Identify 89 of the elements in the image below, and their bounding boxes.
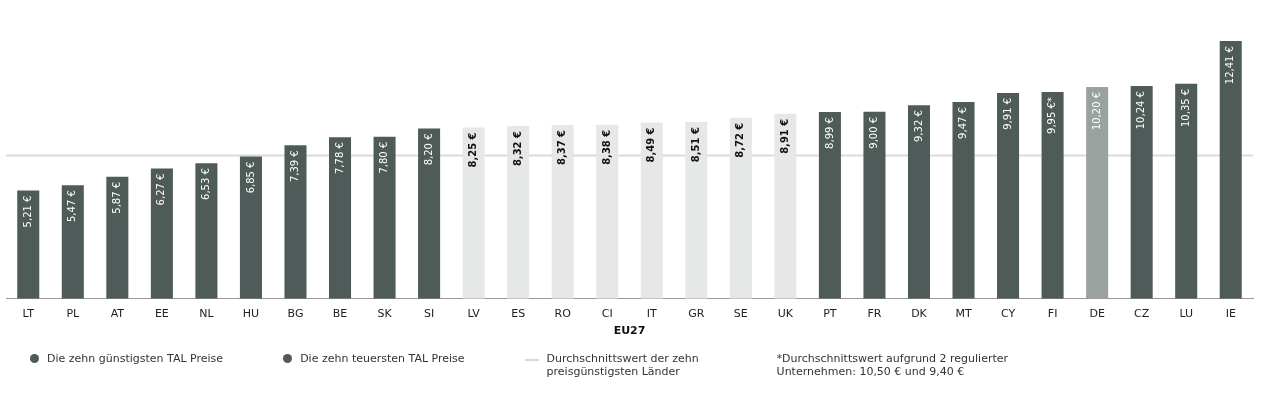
- bar: [239, 156, 262, 299]
- x-tick-label: GR: [688, 307, 705, 321]
- data-label: 8,25 €: [467, 132, 479, 168]
- bar: [284, 145, 307, 299]
- bar: [1041, 92, 1064, 299]
- x-tick-label: IE: [1225, 307, 1236, 321]
- x-tick-label: BG: [287, 307, 304, 321]
- data-label: 6,53 €: [200, 168, 211, 200]
- x-tick-label: FR: [867, 307, 882, 321]
- bar: [551, 124, 574, 299]
- x-tick-label: PL: [66, 307, 81, 321]
- data-label: 7,39 €: [289, 150, 301, 183]
- data-label: 10,35 €: [1179, 88, 1191, 127]
- data-label: 9,47 €: [957, 107, 969, 139]
- x-tick-label: UK: [777, 307, 794, 321]
- bar: [1130, 86, 1153, 299]
- data-label: 9,00 €: [868, 116, 880, 149]
- bar: [106, 176, 129, 299]
- x-tick-label: CI: [601, 307, 613, 321]
- data-label: 5,47 €: [66, 190, 78, 222]
- bar: [640, 122, 663, 299]
- data-label: 12,41 €: [1224, 46, 1236, 85]
- bar: [596, 124, 619, 299]
- bar: [373, 136, 396, 299]
- x-tick-label: ES: [511, 307, 526, 321]
- bar: [329, 137, 352, 299]
- data-label: 8,32 €: [511, 130, 523, 167]
- legend-label: Die zehn teuersten TAL Preise: [300, 352, 465, 365]
- text: *Durchschnittswert aufgrund 2 regulierter Unternehmen: 10,50 € und 9,40 €: [776, 352, 1010, 378]
- data-label: 10,20 €: [1090, 91, 1102, 131]
- x-tick-label: SI: [423, 307, 435, 321]
- data-label: 6,85 €: [244, 161, 256, 194]
- x-tick-label: IT: [646, 307, 658, 321]
- data-label: 8,49 €: [645, 127, 657, 163]
- x-tick-label: RO: [554, 307, 572, 321]
- data-label: 7,78 €: [333, 142, 345, 175]
- text: EU27: [613, 324, 646, 338]
- data-label: 9,95 €*: [1046, 97, 1058, 134]
- bar: [1086, 86, 1109, 299]
- data-label: 8,91 €: [778, 118, 790, 154]
- x-tick-label: BE: [332, 307, 348, 321]
- x-tick-label: HU: [242, 307, 260, 321]
- data-label: 8,37 €: [556, 129, 568, 166]
- data-label: 6,27 €: [155, 173, 167, 206]
- data-label: 8,72 €: [734, 122, 746, 158]
- data-label: 5,21 €: [21, 195, 33, 228]
- x-tick-label: LV: [467, 307, 481, 321]
- x-tick-label: NL: [199, 307, 215, 321]
- bar: [507, 125, 530, 299]
- x-tick-label: CZ: [1134, 307, 1150, 321]
- bar: [1175, 83, 1198, 299]
- x-tick-label: DK: [911, 307, 928, 321]
- data-label: 9,91 €: [1001, 97, 1013, 130]
- x-tick-label: MT: [955, 307, 972, 321]
- bar: [907, 105, 931, 299]
- bar: [61, 185, 84, 299]
- x-tick-label: PT: [823, 307, 837, 321]
- bar: [17, 190, 40, 299]
- data-label: 8,99 €: [823, 117, 835, 149]
- bar: [462, 127, 485, 299]
- legend-label: Durchschnittswert der zehn preisgünstigsten Länder: [546, 352, 700, 378]
- bar: [818, 112, 841, 299]
- x-tick-label: DE: [1089, 307, 1105, 321]
- bar: [863, 111, 886, 299]
- bar: [997, 92, 1020, 299]
- data-label: 5,87 €: [110, 181, 122, 214]
- bar: [685, 122, 708, 299]
- data-label: 8,20 €: [422, 133, 434, 166]
- bar: [150, 168, 173, 299]
- legend-label: Die zehn günstigsten TAL Preise: [47, 352, 224, 365]
- x-tick-label: LT: [22, 307, 35, 321]
- data-label: 9,32 €: [912, 110, 924, 143]
- data-label: 10,24 €: [1135, 91, 1147, 130]
- bar: [1219, 41, 1242, 299]
- x-tick-label: FI: [1047, 307, 1058, 321]
- data-label: 8,51 €: [689, 127, 701, 163]
- data-label: 8,38 €: [600, 129, 612, 165]
- x-tick-label: SE: [733, 307, 748, 321]
- x-tick-label: CY: [1000, 307, 1016, 321]
- data-label: 7,80 €: [378, 141, 390, 174]
- bar: [952, 102, 975, 299]
- x-tick-label: LU: [1179, 307, 1194, 321]
- bar: [774, 113, 797, 299]
- x-tick-label: SK: [377, 307, 393, 321]
- bar: [418, 128, 441, 299]
- bar: [729, 117, 752, 299]
- x-tick-label: AT: [110, 307, 125, 321]
- bar: [195, 163, 218, 299]
- x-tick-label: EE: [154, 307, 169, 321]
